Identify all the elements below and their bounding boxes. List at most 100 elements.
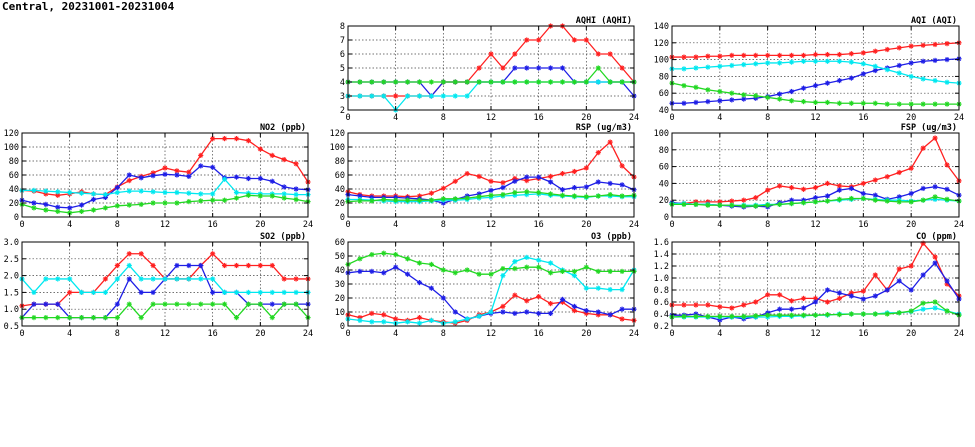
data-point [800,85,807,91]
data-point [681,83,687,89]
y-tick-label: 20 [335,294,345,304]
page-title: Central, 20231001-20231004 [2,0,175,13]
data-point [257,301,263,307]
data-point [595,150,601,156]
data-point [524,298,530,304]
data-point [908,263,914,269]
data-point [753,93,759,99]
data-point [765,94,771,100]
data-point [90,289,97,295]
data-point [536,310,542,316]
data-point [524,65,530,71]
y-tick-label: 60 [659,163,669,173]
x-tick-label: 24 [629,113,639,123]
data-point [595,51,601,57]
data-point [559,268,566,274]
data-point [607,51,613,57]
data-point [500,303,506,309]
data-point [233,262,240,269]
x-tick-label: 24 [954,113,964,123]
y-tick-label: 2.5 [4,255,19,265]
data-point [221,176,228,182]
data-point [800,305,807,311]
data-point [357,193,363,199]
x-tick-label: 4 [393,329,398,339]
data-point [512,79,518,85]
data-point [257,146,263,152]
data-point [536,294,542,300]
x-tick-label: 12 [160,329,170,339]
data-point [186,276,192,282]
y-tick-label: 60 [335,171,345,181]
x-tick-label: 20 [581,220,591,230]
data-point [872,197,878,203]
data-point [369,79,375,85]
x-tick-label: 4 [393,220,398,230]
y-tick-label: 0 [340,322,345,332]
data-point [55,189,61,195]
data-point [777,292,783,298]
data-point [416,315,423,321]
data-point [812,58,819,64]
data-point [428,285,435,291]
data-point [741,203,747,209]
data-point [464,93,470,99]
data-point [221,136,228,142]
data-point [174,276,180,282]
x-tick-label: 16 [858,220,868,230]
data-point [78,315,85,321]
chart-panel: 0 4 8 12 16 20 24 0 20 40 60 80 100 120 NO2 (ppb) [4,123,313,230]
data-point [428,190,435,196]
data-point [428,317,435,323]
data-point [884,311,890,317]
data-point [43,276,49,282]
data-point [138,276,144,282]
data-point [476,65,482,71]
y-tick-label: 20 [659,196,669,206]
data-point [681,302,687,308]
data-point [416,93,423,99]
data-point [245,175,252,182]
data-point [920,300,926,306]
data-point [440,196,446,202]
data-point [464,316,470,322]
data-point [860,311,866,317]
data-point [31,187,37,193]
data-point [198,198,204,204]
data-point [741,96,747,102]
data-point [114,276,120,282]
data-point [524,254,530,260]
data-point [836,100,843,106]
data-point [741,197,747,203]
data-point [559,187,566,193]
data-point [488,178,494,184]
data-point [452,309,458,315]
data-point [619,316,625,322]
data-point [872,67,878,74]
data-point [126,262,132,269]
data-point [512,65,518,71]
data-point [824,180,831,186]
data-point [944,278,950,284]
data-point [500,192,506,198]
x-tick-label: 20 [581,329,591,339]
x-tick-label: 24 [629,329,639,339]
data-point [524,37,530,43]
data-point [198,301,204,307]
x-tick-label: 4 [67,220,72,230]
data-point [848,185,854,192]
data-point [824,299,831,305]
data-point [393,316,399,322]
data-point [607,79,613,85]
data-point [872,48,878,54]
data-point [416,79,423,85]
data-point [43,207,49,213]
data-point [932,260,938,266]
data-point [150,276,156,282]
data-point [162,200,168,206]
data-point [619,287,625,293]
data-point [788,200,795,207]
data-point [452,270,458,276]
data-point [705,53,711,59]
